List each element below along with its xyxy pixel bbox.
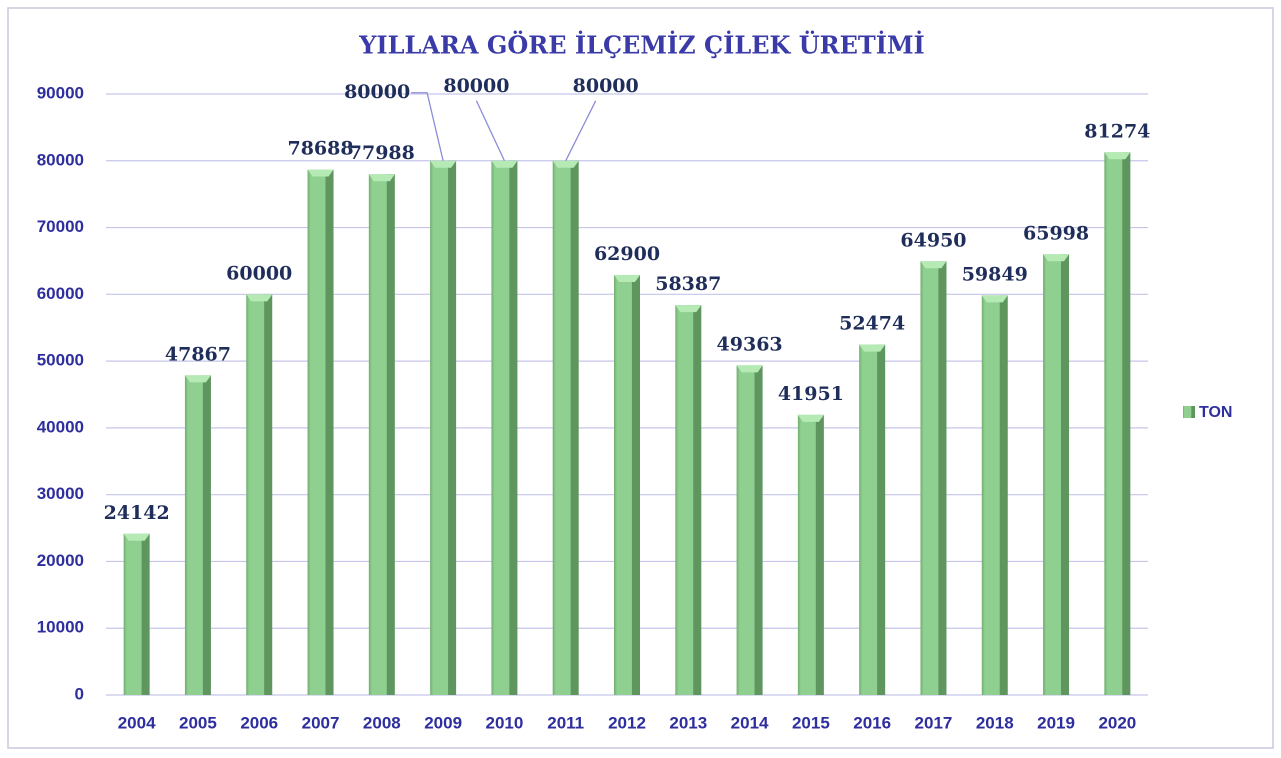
x-tick-label: 2015 xyxy=(792,713,830,732)
x-tick-label: 2005 xyxy=(179,713,217,732)
data-label: 78688 xyxy=(287,138,353,160)
bar-cap xyxy=(430,160,457,168)
bar xyxy=(614,274,640,695)
y-tick-label: 90000 xyxy=(37,83,84,102)
data-label: 58387 xyxy=(655,273,721,295)
chart-title: YILLARA GÖRE İLÇEMİZ ÇİLEK ÜRETİMİ xyxy=(358,31,925,60)
bar-cap xyxy=(736,365,763,373)
y-tick-label: 80000 xyxy=(37,150,84,169)
x-tick-label: 2018 xyxy=(976,713,1014,732)
y-tick-label: 20000 xyxy=(37,551,84,570)
y-tick-label: 70000 xyxy=(37,217,84,236)
bar xyxy=(123,533,150,695)
x-tick-label: 2006 xyxy=(240,713,278,732)
data-label: 65998 xyxy=(1023,222,1089,244)
data-label: 81274 xyxy=(1084,120,1150,142)
x-tick-label: 2011 xyxy=(547,713,584,732)
x-tick-label: 2014 xyxy=(731,713,769,732)
bar xyxy=(981,295,1008,695)
data-label: 80000 xyxy=(443,75,509,97)
leader-line xyxy=(411,92,444,161)
x-tick-label: 2013 xyxy=(669,713,707,732)
data-label: 80000 xyxy=(344,81,410,103)
y-tick-label: 30000 xyxy=(37,484,84,503)
bar-cap xyxy=(552,160,579,168)
bar-cap xyxy=(368,174,395,182)
bar xyxy=(491,160,518,695)
bar xyxy=(797,414,824,695)
bar-cap xyxy=(123,533,150,541)
x-tick-label: 2004 xyxy=(118,713,156,732)
data-label: 24142 xyxy=(104,502,170,524)
data-label: 62900 xyxy=(594,243,660,265)
data-label: 80000 xyxy=(573,75,639,97)
bar xyxy=(1104,152,1131,696)
x-tick-label: 2016 xyxy=(853,713,891,732)
bar-cap xyxy=(307,169,334,177)
bar xyxy=(246,294,273,695)
bar-cap xyxy=(920,261,947,269)
y-tick-label: 0 xyxy=(75,684,84,703)
y-tick-label: 50000 xyxy=(37,351,84,370)
x-tick-label: 2009 xyxy=(424,713,462,732)
bar-cap xyxy=(184,375,211,383)
data-label: 64950 xyxy=(900,229,966,251)
bar-cap xyxy=(614,274,640,282)
x-tick-label: 2007 xyxy=(302,713,340,732)
bar-cap xyxy=(859,344,886,352)
bar xyxy=(307,169,334,696)
bar xyxy=(920,261,947,695)
x-tick-label: 2019 xyxy=(1037,713,1075,732)
x-tick-label: 2012 xyxy=(608,713,646,732)
bar-cap xyxy=(675,305,702,313)
y-tick-label: 40000 xyxy=(37,417,84,436)
data-label: 60000 xyxy=(226,262,292,284)
leader-line xyxy=(475,100,506,162)
leader-line xyxy=(565,100,597,162)
bar-cap xyxy=(797,414,824,422)
legend-swatch xyxy=(1183,406,1195,418)
bar-cap xyxy=(1043,254,1070,262)
x-tick-label: 2020 xyxy=(1098,713,1136,732)
bar xyxy=(859,344,886,695)
y-tick-label: 60000 xyxy=(37,284,84,303)
data-label: 77988 xyxy=(349,142,415,164)
legend-label: TON xyxy=(1199,404,1232,421)
data-label: 41951 xyxy=(778,383,844,405)
bar xyxy=(430,160,457,695)
bar xyxy=(552,160,579,695)
bar-cap xyxy=(246,294,273,302)
bar xyxy=(1043,254,1070,695)
bar-cap xyxy=(981,295,1008,303)
bar-cap xyxy=(1104,152,1131,160)
bar xyxy=(736,365,763,695)
y-tick-label: 10000 xyxy=(37,618,84,637)
data-label: 49363 xyxy=(717,333,783,355)
data-label: 52474 xyxy=(839,313,905,335)
bar xyxy=(368,174,395,695)
x-tick-label: 2017 xyxy=(915,713,953,732)
x-tick-label: 2008 xyxy=(363,713,401,732)
data-label: 47867 xyxy=(165,343,231,365)
bar xyxy=(675,305,702,695)
bar xyxy=(184,375,211,695)
x-tick-label: 2010 xyxy=(485,713,523,732)
data-label: 59849 xyxy=(962,263,1028,285)
bar-cap xyxy=(491,160,518,168)
